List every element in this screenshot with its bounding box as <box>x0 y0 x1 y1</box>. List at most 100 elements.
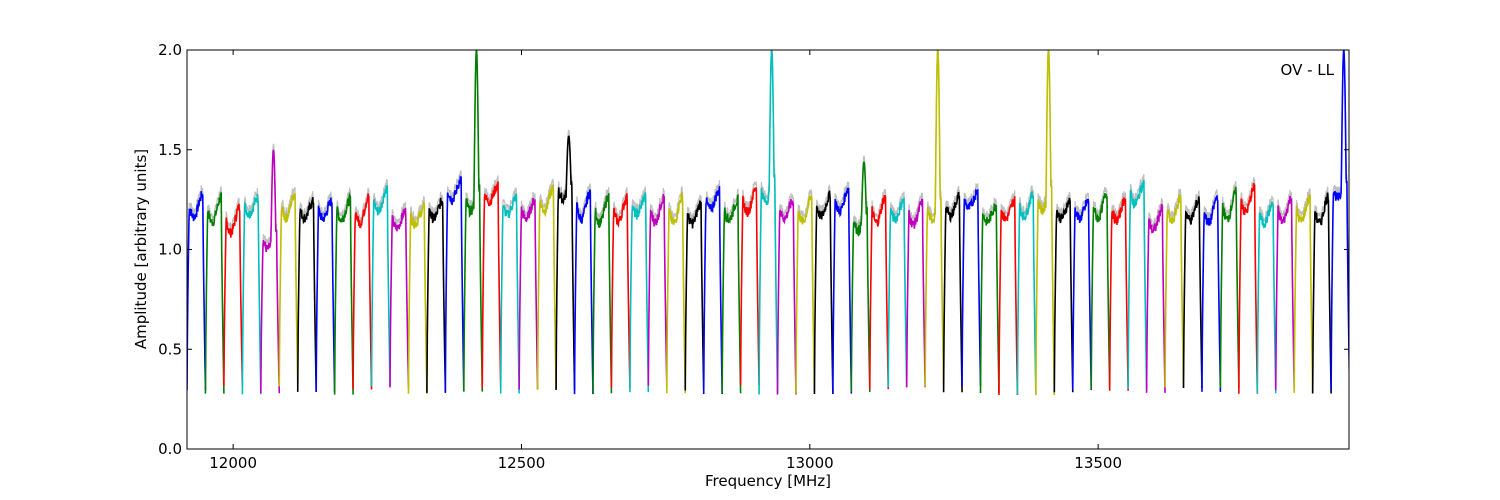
y-tick-label: 0.5 <box>158 340 182 358</box>
channel-line-58 <box>1238 183 1259 394</box>
channel-line-28 <box>684 200 705 391</box>
channel-line-56 <box>1201 195 1222 392</box>
channel-line-41 <box>924 50 945 387</box>
channel-line-23 <box>592 193 613 394</box>
channel-shadow-line <box>1256 195 1277 388</box>
channel-line-5 <box>260 149 281 394</box>
channel-shadow-line <box>1053 191 1074 387</box>
channel-shadow-line <box>426 191 446 387</box>
channel-shadow-line <box>444 170 465 386</box>
annotation-label: OV - LL <box>1281 61 1335 79</box>
x-tick-label: 12500 <box>498 454 546 472</box>
y-tick-label: 0.0 <box>158 440 182 458</box>
channel-line-39 <box>887 197 908 388</box>
channel-shadow-line <box>832 181 852 388</box>
channel-line-4 <box>241 194 262 395</box>
channel-line-26 <box>647 193 668 386</box>
channel-line-44 <box>979 203 1000 394</box>
y-axis-ticks: 0.0 0.5 1.0 1.5 2.0 <box>158 41 1349 458</box>
x-tick-label: 12000 <box>209 454 257 472</box>
channel-shadow-line <box>795 188 816 388</box>
x-tick-label: 13500 <box>1074 454 1122 472</box>
x-axis-ticks: 12000 12500 13000 13500 <box>209 50 1122 472</box>
channel-shadow-line <box>537 178 557 384</box>
channel-line-1 <box>187 191 207 391</box>
channel-shadow-line <box>1201 189 1222 386</box>
channel-line-61 <box>1293 194 1314 393</box>
channel-shadow-line <box>813 184 834 389</box>
channel-line-38 <box>868 195 890 390</box>
channel-shadow-line <box>389 201 410 382</box>
channel-line-10 <box>352 193 373 390</box>
x-tick-label: 13000 <box>786 454 834 472</box>
channel-line-52 <box>1127 179 1148 389</box>
y-axis-label: Amplitude [arbitrary units] <box>132 149 150 349</box>
channel-line-13 <box>407 200 428 394</box>
channel-line-34 <box>795 193 816 394</box>
channel-line-59 <box>1256 201 1277 394</box>
channel-line-12 <box>389 207 410 388</box>
channel-line-2 <box>204 192 225 394</box>
channel-line-15 <box>444 175 465 392</box>
channel-line-50 <box>1090 192 1111 390</box>
y-tick-label: 2.0 <box>158 41 182 59</box>
channel-line-31 <box>739 187 760 386</box>
channel-line-55 <box>1182 196 1203 388</box>
channel-line-29 <box>702 186 723 395</box>
channel-line-27 <box>665 192 687 394</box>
channel-line-45 <box>998 196 1019 395</box>
channel-line-21 <box>555 135 576 390</box>
channel-shadow-line <box>352 187 373 384</box>
series-layer <box>187 50 1349 396</box>
y-tick-label: 1.0 <box>158 241 182 259</box>
channel-line-62 <box>1311 192 1332 394</box>
channel-shadow-line <box>776 193 797 389</box>
channel-line-14 <box>426 197 447 393</box>
channel-line-6 <box>278 192 299 387</box>
channel-line-43 <box>961 188 982 386</box>
channel-shadow-line <box>961 183 982 380</box>
channel-line-47 <box>1035 50 1056 396</box>
channel-line-35 <box>813 190 834 394</box>
plot-frame <box>186 49 1350 450</box>
channel-line-37 <box>850 161 871 393</box>
channel-shadow-line <box>555 129 576 384</box>
channel-shadow-line <box>1182 190 1203 382</box>
channel-line-63 <box>1330 50 1349 391</box>
channel-line-46 <box>1016 191 1037 395</box>
channel-line-32 <box>758 50 779 395</box>
channel-line-60 <box>1274 195 1296 391</box>
channel-shadow-line <box>315 191 336 386</box>
channel-line-9 <box>333 191 354 395</box>
channel-line-36 <box>832 187 853 394</box>
channel-line-42 <box>942 191 963 393</box>
channel-shadow-line <box>647 188 668 380</box>
channel-line-30 <box>721 193 742 394</box>
channel-line-22 <box>573 189 594 395</box>
channel-line-18 <box>499 193 520 394</box>
channel-line-3 <box>223 203 244 386</box>
channel-line-51 <box>1108 197 1129 391</box>
channel-line-25 <box>629 192 650 393</box>
channel-shadow-line <box>979 197 1000 388</box>
channel-line-53 <box>1145 203 1166 393</box>
channel-line-7 <box>296 197 317 392</box>
channel-line-54 <box>1164 194 1185 388</box>
channel-line-11 <box>370 185 391 387</box>
channel-line-19 <box>518 197 539 390</box>
channel-line-33 <box>776 199 797 395</box>
channel-line-8 <box>315 197 336 392</box>
channel-line-49 <box>1071 198 1093 391</box>
channel-shadow-line <box>1090 187 1111 384</box>
y-tick-label: 1.5 <box>158 141 182 159</box>
channel-line-17 <box>481 181 502 389</box>
channel-shadow-line <box>610 187 631 382</box>
channel-line-24 <box>610 193 631 388</box>
channel-line-48 <box>1053 197 1074 393</box>
channel-shadow-line <box>500 187 520 388</box>
channel-shadow-line <box>887 191 908 382</box>
channel-shadow-line <box>666 186 686 388</box>
channel-line-40 <box>905 198 926 388</box>
channel-line-20 <box>536 184 557 390</box>
